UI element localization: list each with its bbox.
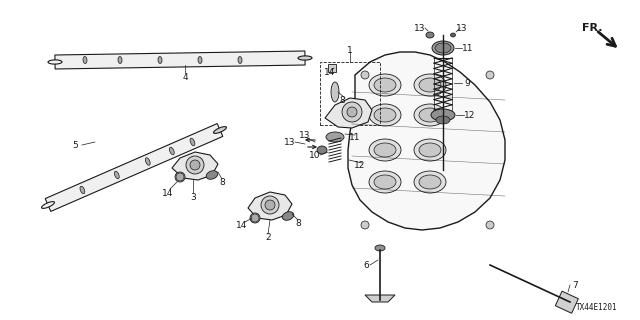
Text: 14: 14 [324,68,336,76]
Ellipse shape [326,132,344,142]
Ellipse shape [282,212,294,220]
Text: FR.: FR. [582,23,602,33]
Ellipse shape [214,127,227,133]
Text: 3: 3 [190,193,196,202]
Ellipse shape [190,138,195,146]
Ellipse shape [298,56,312,60]
Ellipse shape [436,116,450,124]
Ellipse shape [80,186,85,194]
Polygon shape [328,64,336,72]
Ellipse shape [198,57,202,63]
Polygon shape [45,124,223,212]
Circle shape [342,102,362,122]
Ellipse shape [419,143,441,157]
Ellipse shape [83,57,87,63]
Ellipse shape [375,245,385,251]
Ellipse shape [42,202,54,208]
Polygon shape [172,152,218,180]
Ellipse shape [158,57,162,63]
Ellipse shape [175,172,185,182]
Ellipse shape [432,41,454,55]
Ellipse shape [451,33,456,37]
Ellipse shape [435,43,451,53]
Text: 11: 11 [462,44,474,52]
Circle shape [186,156,204,174]
Text: 12: 12 [355,161,365,170]
Ellipse shape [431,109,455,121]
Ellipse shape [369,104,401,126]
Circle shape [251,214,259,222]
Ellipse shape [369,171,401,193]
Text: 2: 2 [265,234,271,243]
Circle shape [176,173,184,181]
Text: 8: 8 [295,219,301,228]
Polygon shape [556,291,579,313]
Polygon shape [248,192,292,220]
Circle shape [261,196,279,214]
Text: 13: 13 [284,138,296,147]
Ellipse shape [317,146,327,154]
Text: 9: 9 [464,78,470,87]
Text: 14: 14 [163,188,173,197]
Polygon shape [325,98,372,128]
Text: 11: 11 [349,132,361,141]
Ellipse shape [369,139,401,161]
Text: 13: 13 [414,23,426,33]
Circle shape [361,71,369,79]
Ellipse shape [414,171,446,193]
Text: 6: 6 [363,260,369,269]
Text: 7: 7 [572,281,578,290]
Text: 5: 5 [72,140,78,149]
Text: 12: 12 [464,110,476,119]
Circle shape [265,200,275,210]
Text: TX44E1201: TX44E1201 [577,303,618,312]
Ellipse shape [238,57,242,63]
Ellipse shape [419,175,441,189]
Circle shape [486,221,494,229]
Circle shape [190,160,200,170]
Ellipse shape [369,74,401,96]
Polygon shape [348,52,505,230]
Ellipse shape [426,32,434,38]
Ellipse shape [414,74,446,96]
Text: 8: 8 [219,178,225,187]
Ellipse shape [250,213,260,223]
Polygon shape [365,295,395,302]
Ellipse shape [419,108,441,122]
Ellipse shape [118,57,122,63]
Ellipse shape [414,139,446,161]
Ellipse shape [331,82,339,102]
Circle shape [361,221,369,229]
Ellipse shape [374,175,396,189]
Circle shape [347,107,357,117]
Text: 13: 13 [300,131,311,140]
Text: 10: 10 [309,150,321,159]
Ellipse shape [419,78,441,92]
Text: 4: 4 [182,73,188,82]
Ellipse shape [206,171,218,179]
Text: 1: 1 [347,45,353,54]
Ellipse shape [374,143,396,157]
Ellipse shape [374,78,396,92]
Text: 8: 8 [339,95,345,105]
Text: 14: 14 [236,220,248,229]
Ellipse shape [48,60,62,64]
Ellipse shape [145,158,150,165]
Ellipse shape [170,147,174,155]
Ellipse shape [414,104,446,126]
Circle shape [486,71,494,79]
Ellipse shape [115,171,119,179]
Ellipse shape [374,108,396,122]
Text: 13: 13 [456,23,468,33]
Polygon shape [55,51,305,69]
